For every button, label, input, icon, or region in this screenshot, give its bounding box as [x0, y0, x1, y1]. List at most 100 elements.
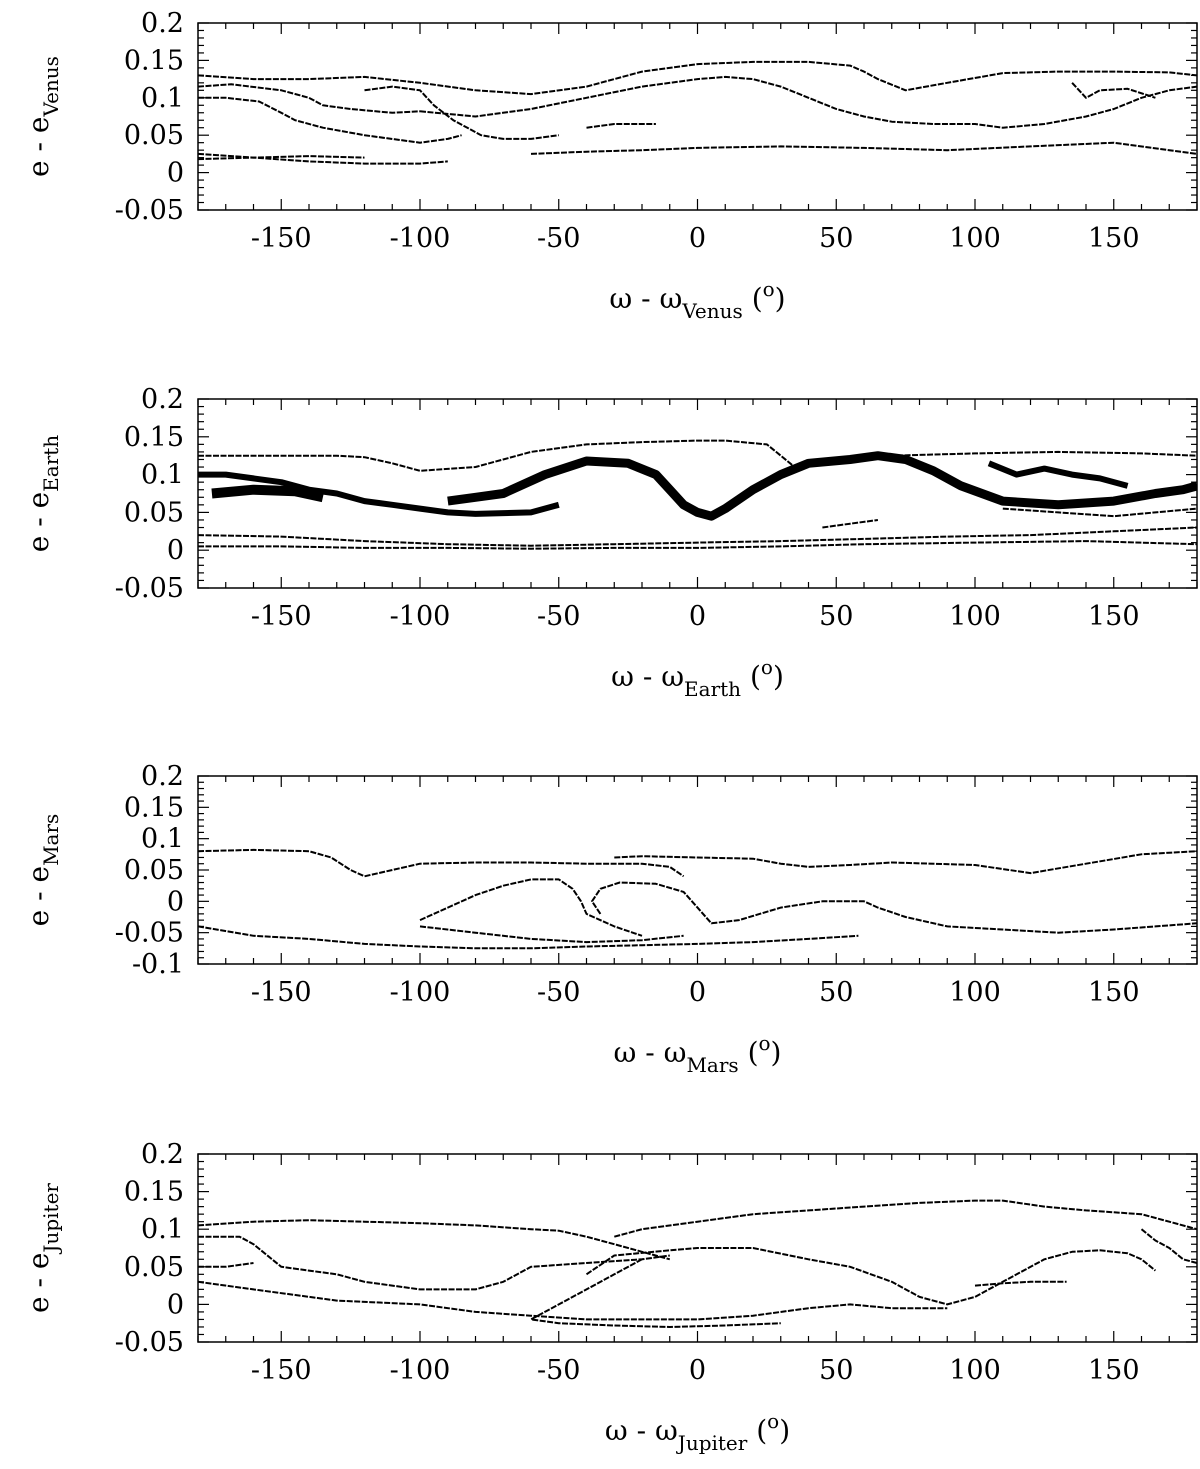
x-tick-label: 50: [819, 977, 853, 1008]
x-tick-label: 100: [949, 977, 1001, 1008]
y-axis-title: e - eEarth: [22, 435, 63, 553]
x-tick-label: -150: [251, 601, 312, 632]
y-tick-label: 0.05: [124, 855, 184, 886]
x-axis-title: ω - ωMars (o): [614, 1031, 782, 1077]
x-tick-label: 150: [1088, 1355, 1140, 1386]
y-tick-label: -0.05: [115, 1327, 184, 1358]
y-tick-label: 0: [167, 886, 184, 917]
x-tick-label: 50: [819, 1355, 853, 1386]
x-tick-label: 150: [1088, 223, 1140, 254]
y-tick-label: 0.15: [124, 45, 184, 76]
series-1: [198, 83, 421, 114]
y-axis-title: e - eVenus: [22, 56, 63, 177]
plot-frame: [197, 775, 1198, 965]
y-tick-label: 0.15: [124, 422, 184, 453]
series-4: [585, 1247, 1157, 1306]
panel-earth: -150 -100 -50 0 50 100 150 -0.05 0 0.05 0.1 0.15 0.2…: [22, 384, 1198, 701]
x-tick-label: 150: [1088, 601, 1140, 632]
x-tick-label: -150: [251, 1355, 312, 1386]
x-tick-label: -50: [537, 601, 580, 632]
y-tick-label: -0.05: [115, 195, 184, 226]
y-tick-label: 0.05: [124, 497, 184, 528]
x-tick-label: -100: [390, 601, 451, 632]
series-5: [419, 75, 1197, 129]
y-tick-label: 0.15: [124, 1177, 184, 1208]
series-group: [198, 60, 1197, 165]
series-8: [530, 141, 1197, 155]
series-group: [198, 439, 1197, 550]
plot-frame: [197, 22, 1198, 211]
series-5: [419, 925, 684, 944]
series-6: [1071, 82, 1156, 99]
x-tick-label: -150: [251, 977, 312, 1008]
x-tick-label: 0: [689, 1355, 706, 1386]
y-axis-title: e - eJupiter: [22, 1183, 63, 1313]
series-2: [447, 451, 1197, 521]
y-tick-label: 0.2: [141, 761, 184, 792]
panel-venus: -150 -100 -50 0 50 100 150 -0.05 0 0.05 0.1 0.15 0.2…: [22, 8, 1198, 323]
x-tick-label: -50: [537, 1355, 580, 1386]
series-group: [198, 1199, 1197, 1328]
x-tick-label: 50: [819, 601, 853, 632]
series-0: [198, 60, 1197, 96]
y-tick-label: 0.1: [141, 83, 184, 114]
x-tick-label: 150: [1088, 977, 1140, 1008]
y-tick-label: 0.2: [141, 1139, 184, 1170]
series-4: [987, 460, 1129, 489]
series-3: [211, 484, 324, 503]
series-0: [198, 848, 685, 878]
x-tick-label: -50: [537, 977, 580, 1008]
x-tick-label: -100: [390, 977, 451, 1008]
series-4: [198, 925, 859, 950]
x-tick-label: 0: [689, 977, 706, 1008]
series-4: [586, 123, 656, 129]
series-5: [198, 526, 1197, 547]
y-tick-label: 0: [167, 158, 184, 189]
x-tick-label: -100: [390, 223, 451, 254]
x-tick-label: 0: [689, 223, 706, 254]
series-group: [198, 848, 1197, 950]
y-axis-title: e - eMars: [22, 814, 63, 927]
series-6: [530, 1258, 781, 1328]
series-2: [198, 1235, 670, 1291]
y-tick-label: 0.2: [141, 384, 184, 415]
y-tick-label: 0.05: [124, 120, 184, 151]
series-9: [198, 155, 365, 161]
y-tick-label: 0.05: [124, 1252, 184, 1283]
x-tick-label: -50: [537, 223, 580, 254]
y-tick-label: -0.1: [132, 949, 184, 980]
y-tick-label: 0.2: [141, 8, 184, 39]
x-tick-label: -150: [251, 223, 312, 254]
y-tick-label: 0.1: [141, 1214, 184, 1245]
series-1: [614, 850, 1197, 875]
series-6: [198, 540, 1197, 550]
panel-mars: -150 -100 -50 0 50 100 150-0.1-0.0500.050.10.1…: [22, 761, 1198, 1077]
x-tick-label: 100: [949, 1355, 1001, 1386]
series-0: [198, 1219, 671, 1261]
x-tick-label: 100: [949, 601, 1001, 632]
y-tick-label: 0: [167, 1289, 184, 1320]
x-axis-title: ω - ωJupiter (o): [605, 1409, 790, 1455]
x-tick-label: 100: [949, 223, 1001, 254]
series-2: [419, 878, 643, 937]
series-8: [1140, 1228, 1197, 1264]
x-tick-label: 0: [689, 601, 706, 632]
y-tick-label: 0.15: [124, 792, 184, 823]
series-3: [591, 881, 1197, 934]
x-axis-title: ω - ωEarth (o): [611, 655, 784, 701]
series-0: [198, 439, 1197, 472]
series-2: [198, 96, 462, 144]
x-tick-label: -100: [390, 1355, 451, 1386]
y-tick-label: 0: [167, 535, 184, 566]
y-tick-label: -0.05: [115, 573, 184, 604]
series-8: [822, 519, 879, 529]
series-7: [198, 152, 448, 165]
series-7: [974, 1280, 1067, 1287]
series-7: [1002, 507, 1197, 518]
x-tick-label: 50: [819, 223, 853, 254]
series-1: [614, 1199, 1197, 1238]
series-1: [198, 471, 560, 517]
x-axis-title: ω - ωVenus (o): [609, 277, 785, 323]
panel-jupiter: -150 -100 -50 0 50 100 150 -0.05 0 0.05 0.1 0.15 0.2…: [22, 1139, 1198, 1455]
